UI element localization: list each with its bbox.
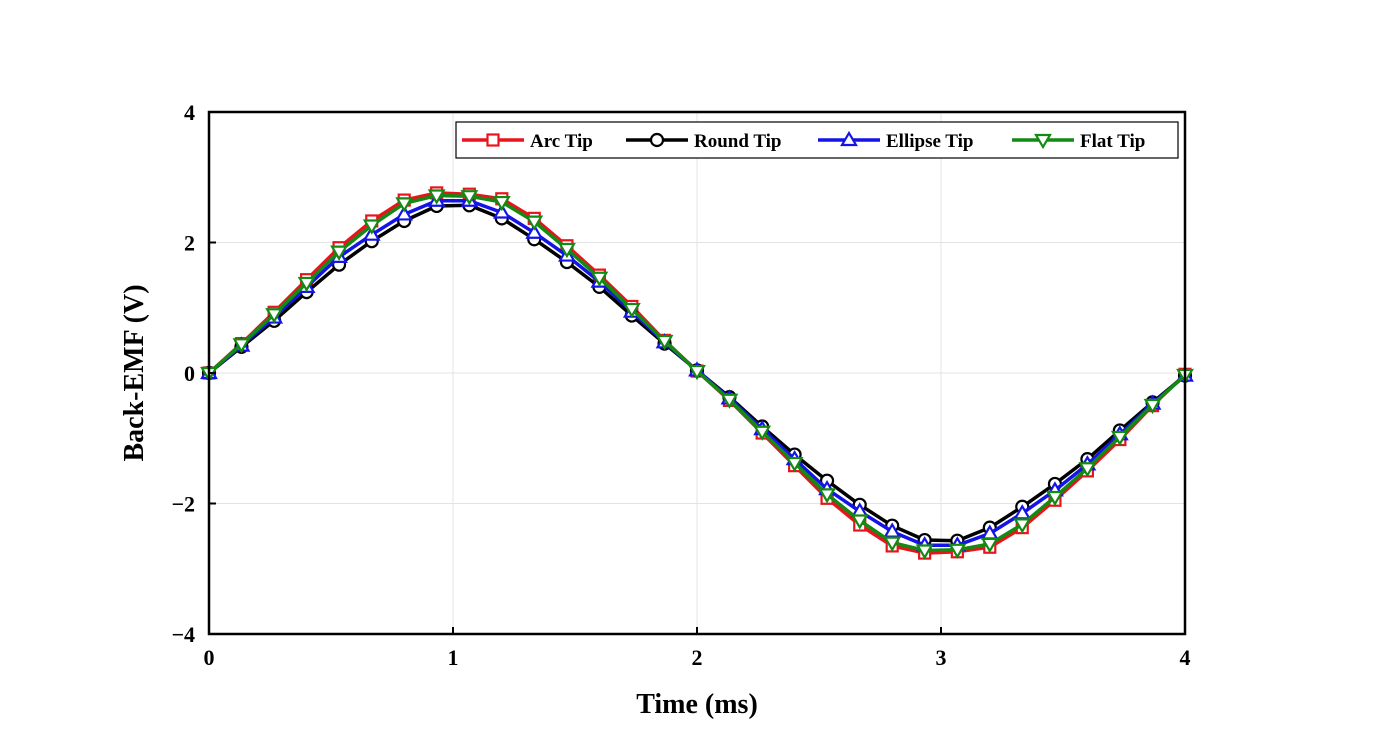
legend-item-ellipse-tip: Ellipse Tip: [818, 130, 974, 152]
legend-item-arc-tip: Arc Tip: [462, 131, 593, 152]
legend-label: Flat Tip: [1080, 131, 1145, 152]
data-point-flat-tip: [818, 488, 836, 504]
data-point-flat-tip: [785, 456, 804, 473]
data-point-flat-tip: [850, 514, 869, 530]
legend-label: Round Tip: [694, 131, 782, 152]
x-tick-label: 4: [1180, 645, 1191, 670]
x-axis-title: Time (ms): [636, 689, 758, 720]
axis-ticks: [208, 111, 1186, 635]
data-point-flat-tip: [395, 197, 414, 213]
legend-marker-ellipse-tip: [840, 130, 858, 147]
data-point-flat-tip: [720, 393, 739, 409]
data-point-flat-tip: [460, 190, 479, 206]
y-tick-label: −2: [171, 492, 195, 517]
data-point-flat-tip: [492, 195, 511, 212]
data-point-flat-tip: [1143, 398, 1162, 415]
data-point-flat-tip: [297, 276, 316, 293]
y-tick-label: 0: [184, 361, 195, 386]
data-point-flat-tip: [232, 338, 251, 354]
legend-box: [455, 121, 1179, 159]
legend-item-flat-tip: Flat Tip: [1012, 131, 1145, 152]
legend-label: Ellipse Tip: [886, 131, 974, 152]
data-point-flat-tip: [948, 543, 967, 560]
data-point-flat-tip: [265, 308, 284, 324]
data-point-flat-tip: [980, 537, 999, 554]
data-point-flat-tip: [753, 425, 772, 441]
y-tick-label: 2: [184, 231, 195, 256]
data-point-ellipse-tip: [492, 203, 511, 219]
legend-marker-flat-tip: [1034, 133, 1052, 150]
y-tick-label: 4: [184, 100, 195, 125]
data-point-ellipse-tip: [525, 223, 544, 239]
series-group: [200, 186, 1194, 560]
x-tick-label: 1: [448, 645, 459, 670]
data-point-ellipse-tip: [395, 205, 414, 221]
data-point-flat-tip: [525, 215, 544, 231]
data-point-flat-tip: [590, 271, 609, 287]
data-point-flat-tip: [427, 189, 446, 205]
legend-marker-arc-tip: [486, 133, 500, 147]
x-tick-label: 3: [936, 645, 947, 670]
data-point-flat-tip: [1110, 430, 1129, 447]
data-point-flat-tip: [883, 536, 902, 552]
legend-item-round-tip: Round Tip: [626, 131, 782, 152]
tick-labels: 0 1 2 3 4 −4 −2 0 2 4: [171, 100, 1190, 670]
data-point-flat-tip: [915, 544, 934, 560]
data-point-flat-tip: [330, 245, 348, 261]
legend-label: Arc Tip: [530, 131, 593, 152]
data-point-flat-tip: [362, 219, 381, 235]
data-point-flat-tip: [1013, 518, 1032, 534]
y-axis-title: Back-EMF (V): [119, 284, 150, 461]
data-point-flat-tip: [1078, 462, 1097, 478]
data-point-flat-tip: [655, 334, 674, 351]
data-point-flat-tip: [558, 242, 576, 259]
data-point-flat-tip: [1046, 490, 1064, 507]
legend: Arc Tip Round Tip Ellipse Tip Flat Tip: [455, 121, 1179, 159]
legend-marker-round-tip: [649, 132, 665, 148]
data-point-flat-tip: [688, 364, 706, 381]
data-point-flat-tip: [622, 302, 641, 319]
y-tick-label: −4: [171, 622, 195, 647]
x-tick-label: 0: [204, 645, 215, 670]
x-tick-label: 2: [692, 645, 703, 670]
